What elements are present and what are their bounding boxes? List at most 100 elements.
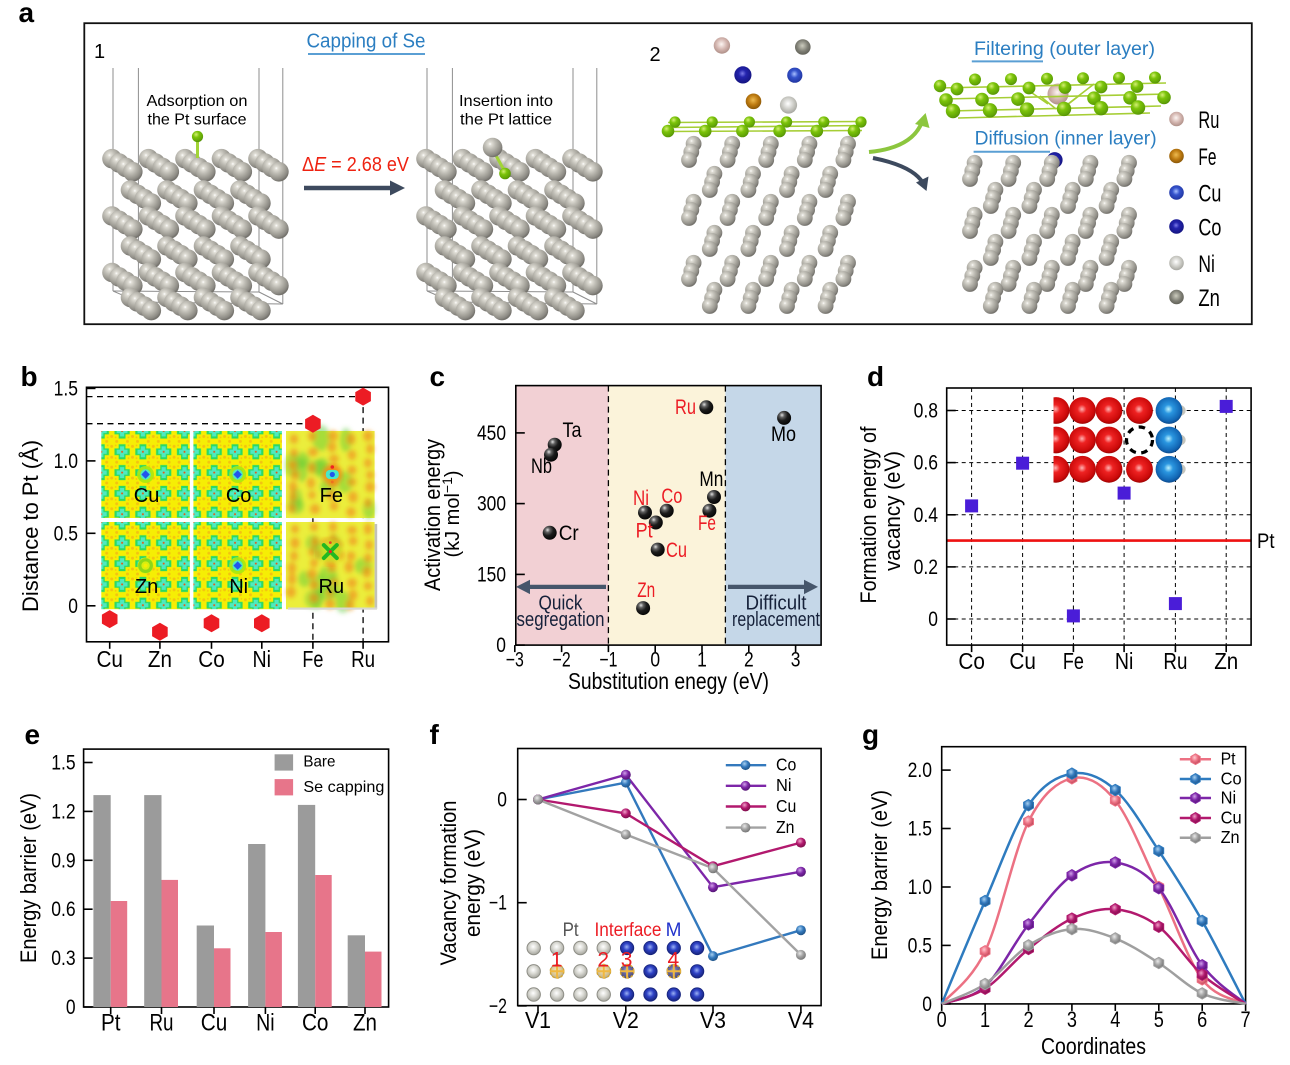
svg-text:Quick: Quick xyxy=(539,593,584,615)
svg-text:energy (eV): energy (eV) xyxy=(460,829,485,937)
svg-text:1.5: 1.5 xyxy=(908,818,932,841)
svg-text:2: 2 xyxy=(597,949,609,972)
svg-text:the Pt surface: the Pt surface xyxy=(148,112,247,129)
svg-text:0.5: 0.5 xyxy=(54,522,78,545)
svg-text:d: d xyxy=(867,361,884,392)
svg-text:Zn: Zn xyxy=(1198,285,1220,312)
svg-text:Fe: Fe xyxy=(1198,144,1216,171)
svg-text:Cu: Cu xyxy=(776,796,796,816)
svg-text:Distance to Pt (Å): Distance to Pt (Å) xyxy=(18,440,43,612)
svg-text:Ru: Ru xyxy=(319,576,345,598)
svg-text:V1: V1 xyxy=(525,1007,551,1033)
svg-text:vacancy (eV): vacancy (eV) xyxy=(880,451,905,571)
svg-text:Ru: Ru xyxy=(351,646,375,672)
svg-text:0.6: 0.6 xyxy=(914,452,938,475)
svg-text:300: 300 xyxy=(477,493,506,516)
svg-text:Energy barrier (eV): Energy barrier (eV) xyxy=(16,793,41,963)
svg-text:Fe: Fe xyxy=(320,485,343,507)
svg-text:g: g xyxy=(862,719,879,750)
svg-text:Ni: Ni xyxy=(1198,251,1215,278)
svg-text:Ni: Ni xyxy=(253,646,272,672)
svg-text:Pt: Pt xyxy=(1221,749,1236,769)
svg-text:Ru: Ru xyxy=(150,1010,174,1037)
svg-text:Ni: Ni xyxy=(1115,648,1134,674)
svg-text:Insertion into: Insertion into xyxy=(459,93,553,110)
svg-text:−2: −2 xyxy=(489,995,507,1018)
svg-text:Cu: Cu xyxy=(1198,181,1221,208)
svg-text:Cr: Cr xyxy=(559,522,579,545)
svg-text:Cu: Cu xyxy=(134,485,160,507)
svg-text:Mn: Mn xyxy=(699,468,723,491)
svg-text:Ni: Ni xyxy=(229,576,248,598)
svg-text:Cu: Cu xyxy=(1009,648,1036,674)
svg-text:1: 1 xyxy=(94,41,105,63)
svg-text:2: 2 xyxy=(649,44,660,66)
svg-text:4: 4 xyxy=(1110,1007,1120,1032)
svg-text:Ni: Ni xyxy=(1221,787,1237,807)
svg-text:Pt: Pt xyxy=(636,520,653,543)
svg-text:6: 6 xyxy=(1197,1007,1207,1032)
svg-text:7: 7 xyxy=(1241,1007,1251,1032)
svg-text:Fe: Fe xyxy=(302,646,323,672)
svg-text:Co: Co xyxy=(1221,768,1242,788)
svg-text:Mo: Mo xyxy=(771,423,796,446)
svg-text:Difficult: Difficult xyxy=(746,593,807,615)
svg-text:V3: V3 xyxy=(700,1007,726,1033)
svg-text:Zn: Zn xyxy=(353,1010,377,1037)
svg-text:Activation energy: Activation energy xyxy=(420,439,445,591)
svg-text:Zn: Zn xyxy=(1221,827,1240,847)
svg-text:450: 450 xyxy=(477,422,506,445)
svg-text:0: 0 xyxy=(496,634,506,657)
svg-text:Substitution enegy (eV): Substitution enegy (eV) xyxy=(568,668,769,694)
svg-text:0: 0 xyxy=(497,789,507,812)
svg-text:0.4: 0.4 xyxy=(914,504,939,527)
svg-text:Pt: Pt xyxy=(563,920,580,941)
svg-text:Fe: Fe xyxy=(1063,648,1084,674)
svg-text:Co: Co xyxy=(302,1010,329,1037)
svg-text:e: e xyxy=(25,719,41,750)
svg-text:5: 5 xyxy=(1154,1007,1164,1032)
svg-text:0.2: 0.2 xyxy=(914,556,938,579)
svg-text:1: 1 xyxy=(551,949,563,972)
svg-text:0: 0 xyxy=(922,993,932,1016)
svg-text:Capping of Se: Capping of Se xyxy=(307,31,426,53)
svg-text:3: 3 xyxy=(621,949,633,972)
svg-text:Bare: Bare xyxy=(303,754,335,771)
svg-text:a: a xyxy=(19,0,35,28)
svg-text:V2: V2 xyxy=(613,1007,639,1033)
svg-text:0.8: 0.8 xyxy=(914,400,938,423)
svg-text:Energy barrier (eV): Energy barrier (eV) xyxy=(867,790,892,960)
svg-text:Cu: Cu xyxy=(96,646,123,672)
svg-text:Coordinates: Coordinates xyxy=(1041,1033,1146,1059)
svg-text:V4: V4 xyxy=(788,1007,814,1033)
svg-text:−3: −3 xyxy=(506,649,524,672)
svg-text:0: 0 xyxy=(68,595,78,618)
svg-text:ΔE = 2.68 eV: ΔE = 2.68 eV xyxy=(302,154,410,176)
svg-text:−1: −1 xyxy=(489,892,507,915)
svg-text:M: M xyxy=(666,920,682,941)
svg-text:Ni: Ni xyxy=(776,775,792,795)
svg-text:0.5: 0.5 xyxy=(908,934,932,957)
svg-text:4: 4 xyxy=(667,949,679,972)
svg-text:1.5: 1.5 xyxy=(51,752,75,775)
svg-text:Co: Co xyxy=(776,755,796,775)
svg-text:3: 3 xyxy=(1067,1007,1077,1032)
svg-text:2: 2 xyxy=(1023,1007,1033,1032)
svg-text:1.0: 1.0 xyxy=(908,876,932,899)
svg-text:1: 1 xyxy=(980,1007,990,1032)
svg-text:0.9: 0.9 xyxy=(51,849,75,872)
svg-text:Pt: Pt xyxy=(101,1010,121,1037)
svg-text:Vacancy formation: Vacancy formation xyxy=(436,801,461,966)
svg-text:Zn: Zn xyxy=(637,579,655,602)
svg-text:Fe: Fe xyxy=(698,512,716,535)
svg-text:Zn: Zn xyxy=(148,646,172,672)
svg-text:Filtering (outer layer): Filtering (outer layer) xyxy=(974,39,1155,60)
svg-text:Zn: Zn xyxy=(1214,648,1238,674)
svg-text:Co: Co xyxy=(661,485,682,508)
svg-text:1.2: 1.2 xyxy=(51,800,75,823)
svg-text:2.0: 2.0 xyxy=(908,759,932,782)
svg-text:(kJ mol−1): (kJ mol−1) xyxy=(439,470,464,557)
svg-text:1.0: 1.0 xyxy=(54,450,78,473)
svg-text:Pt: Pt xyxy=(1257,530,1275,553)
svg-text:Nb: Nb xyxy=(531,455,552,478)
